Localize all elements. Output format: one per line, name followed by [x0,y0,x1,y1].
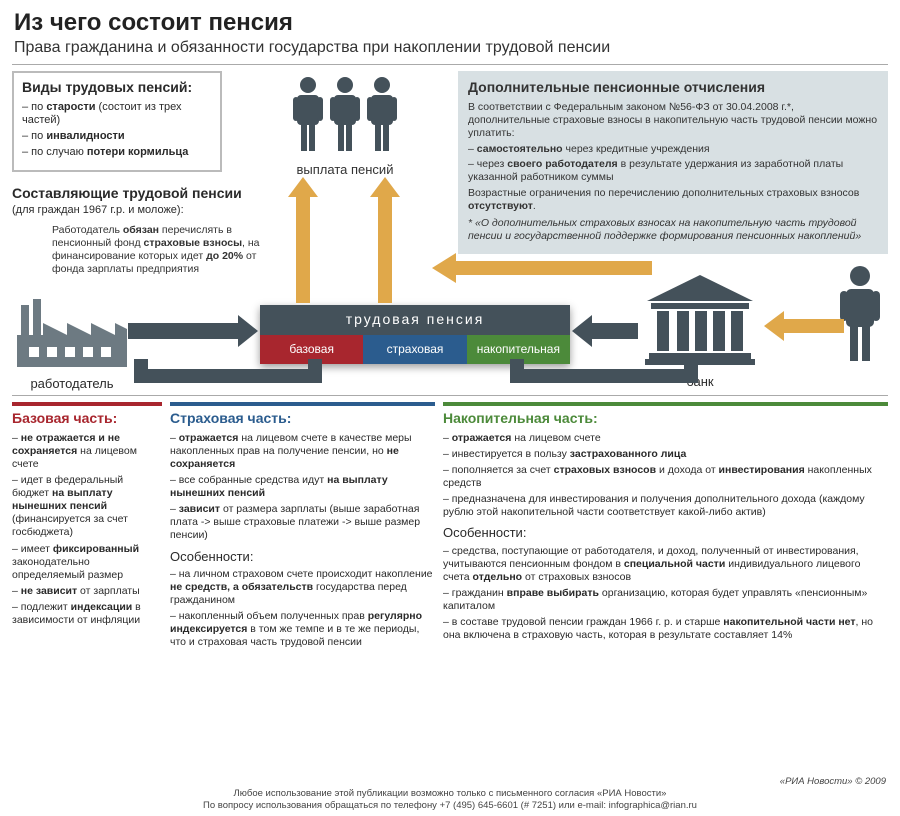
col-item: – все собранные средства идут на выплату… [170,474,435,500]
pension-bar-header: трудовая пенсия [260,305,570,335]
pension-bar: трудовая пенсия базоваястраховаянакопите… [260,305,570,364]
col-basic: Базовая часть: – не отражается и не сохр… [12,402,162,653]
factory-icon [17,297,127,367]
pensioners-icon-group: выплата пенсий [275,75,415,178]
components-heading: Составляющие трудовой пенсии [12,185,262,202]
col-item: – не зависит от зарплаты [12,585,162,598]
col-item: – накопленный объем полученных прав регу… [170,610,435,649]
col-item: – не отражается и не сохраняется на лице… [12,432,162,471]
footer-line1: Любое использование этой публикации возм… [0,788,900,800]
col-insurance: Страховая часть: – отражается на лицевом… [170,402,435,653]
col-item: – пополняется за счет страховых взносов … [443,464,888,490]
arrow-bank-to-pension-orange [432,245,652,305]
copyright: «РИА Новости» © 2009 [0,776,900,788]
col-item: – инвестируется в пользу застрахованного… [443,448,888,461]
pension-cell: страховая [363,335,466,364]
arrow-up-1 [288,177,318,303]
col-item: – имеет фиксированный законодательно опр… [12,543,162,582]
types-heading: Виды трудовых пенсий: [22,79,212,97]
col-item: – в составе трудовой пенсии граждан 1966… [443,616,888,642]
footer: «РИА Новости» © 2009 Любое использование… [0,776,900,812]
add-note2: * «О дополнительных страховых взносах на… [468,217,878,243]
arrow-employer-to-pension [128,315,258,347]
arrow-up-2 [370,177,400,303]
types-item: – по случаю потери кормильца [22,146,212,160]
employer-icon-group: работодатель [12,297,132,392]
bank-icon [645,275,755,365]
people-icon [275,75,415,155]
col-item: – зависит от размера зарплаты (выше зара… [170,503,435,542]
col2-heading: Страховая часть: [170,410,435,428]
add-intro: В соответствии с Федеральным законом №56… [468,101,878,140]
diagram-top: Виды трудовых пенсий: – по старости (сос… [0,65,900,395]
page-title: Из чего состоит пенсия [0,0,900,38]
page-subtitle: Права гражданина и обязанности государст… [0,38,900,64]
pension-components-box: Составляющие трудовой пенсии (для гражда… [12,185,262,276]
col2-features-heading: Особенности: [170,549,435,565]
people-label: выплата пенсий [275,162,415,178]
col1-heading: Базовая часть: [12,410,162,428]
bracket-funded [510,359,698,383]
types-item: – по инвалидности [22,130,212,144]
col-item: – гражданин вправе выбирать организацию,… [443,587,888,613]
add-item: – через своего работодателя в результате… [468,158,878,184]
components-text: Работодатель обязан перечислять в пенсио… [52,224,262,277]
footer-line2: По вопросу использования обращаться по т… [0,800,900,812]
col3-features-heading: Особенности: [443,525,888,541]
arrow-citizen-to-bank [764,311,844,341]
employer-label: работодатель [12,376,132,392]
citizen-icon [838,265,888,370]
pension-types-box: Виды трудовых пенсий: – по старости (сос… [12,71,222,172]
add-note1: Возрастные ограничения по перечислению д… [468,187,878,213]
arrow-bank-to-pension [572,315,638,347]
col-item: – отражается на лицевом счете [443,432,888,445]
col-item: – идет в федеральный бюджет на выплату н… [12,474,162,540]
additional-contributions-box: Дополнительные пенсионные отчисления В с… [458,71,888,254]
types-item: – по старости (состоит из трех частей) [22,101,212,129]
col-item: – предназначена для инвестирования и пол… [443,493,888,519]
col-item: – отражается на лицевом счете в качестве… [170,432,435,471]
col-funded: Накопительная часть: – отражается на лиц… [443,402,888,653]
components-sub: (для граждан 1967 г.р. и моложе): [12,204,262,218]
bottom-columns: Базовая часть: – не отражается и не сохр… [0,396,900,653]
col-item: – средства, поступающие от работодателя,… [443,545,888,584]
col3-heading: Накопительная часть: [443,410,888,428]
col-item: – на личном страховом счете происходит н… [170,568,435,607]
bracket-basic [134,359,322,383]
add-item: – самостоятельно через кредитные учрежде… [468,143,878,156]
col-item: – подлежит индексации в зависимости от и… [12,601,162,627]
add-heading: Дополнительные пенсионные отчисления [468,79,878,97]
